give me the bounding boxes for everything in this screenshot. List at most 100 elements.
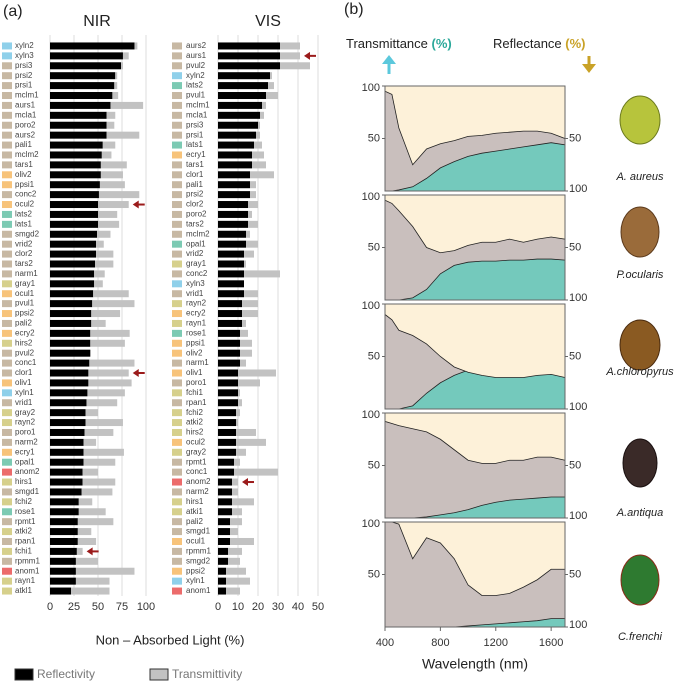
- category-label: rayn1: [186, 319, 207, 328]
- bar: [50, 42, 135, 50]
- bar: [122, 52, 129, 60]
- category-label: ocul1: [15, 289, 35, 298]
- bar: [218, 270, 244, 278]
- bar: [218, 300, 242, 308]
- y2-tick-label: 50: [569, 459, 581, 471]
- category-label: rpmt1: [15, 517, 36, 526]
- swatch: [172, 468, 182, 476]
- category-label: narm1: [186, 358, 209, 367]
- category-label: atki2: [186, 418, 203, 427]
- bar: [238, 389, 240, 397]
- bar: [112, 92, 119, 100]
- bar: [232, 488, 238, 496]
- category-label: conc1: [15, 358, 37, 367]
- swatch: [172, 488, 182, 496]
- swatch: [172, 210, 182, 218]
- bar: [244, 290, 258, 298]
- bar: [50, 389, 88, 397]
- bar: [76, 547, 83, 555]
- y-tick-label: 50: [368, 568, 380, 580]
- bar: [226, 587, 240, 595]
- bar: [218, 339, 240, 347]
- bar: [50, 260, 96, 268]
- bar: [236, 428, 256, 436]
- swatch: [2, 141, 12, 149]
- bar: [50, 141, 103, 149]
- swatch: [2, 290, 12, 298]
- category-label: fchi1: [15, 547, 32, 556]
- swatch: [172, 339, 182, 347]
- bar: [218, 557, 228, 565]
- swatch: [172, 547, 182, 555]
- category-label: smgd1: [186, 527, 211, 536]
- y-tick-label: 100: [362, 300, 380, 312]
- category-label: lats1: [186, 140, 203, 149]
- category-label: xyln1: [186, 576, 205, 585]
- category-label: ecry2: [15, 328, 35, 337]
- category-label: rpmt1: [186, 457, 207, 466]
- swatch: [2, 92, 12, 100]
- bar: [82, 478, 116, 486]
- bar: [78, 498, 93, 506]
- bar: [50, 171, 101, 179]
- bar: [218, 151, 252, 159]
- category-label: gray2: [186, 447, 207, 456]
- swatch: [172, 42, 182, 50]
- swatch: [2, 250, 12, 258]
- bar: [50, 270, 95, 278]
- swatch: [2, 82, 12, 90]
- reflectance-area: [385, 521, 566, 596]
- swatch: [172, 131, 182, 139]
- category-label: prsi3: [15, 61, 33, 70]
- bar: [106, 111, 116, 119]
- category-label: hirs1: [15, 477, 33, 486]
- swatch: [2, 537, 12, 545]
- bar: [50, 161, 101, 169]
- bar: [50, 379, 89, 387]
- bar: [50, 528, 78, 536]
- bar: [240, 339, 252, 347]
- x-tick-label: 400: [376, 637, 394, 649]
- bar: [280, 52, 300, 60]
- bar: [50, 310, 92, 318]
- header-arrow: [382, 55, 596, 74]
- bar: [218, 201, 248, 209]
- bar: [97, 230, 111, 238]
- category-label: pali2: [186, 517, 203, 526]
- bar: [110, 101, 144, 109]
- bar: [134, 42, 138, 50]
- swatch: [2, 280, 12, 288]
- category-label: rose1: [15, 507, 36, 516]
- bar: [50, 82, 115, 90]
- legend-label: Reflectivity: [37, 667, 95, 681]
- category-label: pvul1: [15, 299, 35, 308]
- swatch: [172, 92, 182, 100]
- bar: [218, 458, 234, 466]
- category-label: prsi2: [186, 190, 204, 199]
- bar: [50, 300, 93, 308]
- bar: [218, 191, 250, 199]
- header-unit: (%): [432, 36, 452, 51]
- category-label: aurs2: [186, 41, 207, 50]
- bar: [268, 82, 274, 90]
- swatch: [2, 458, 12, 466]
- bar: [218, 537, 230, 545]
- category-label: rpan1: [186, 398, 207, 407]
- bar: [81, 488, 113, 496]
- category-label: pali1: [186, 180, 203, 189]
- y-tick-label: 50: [368, 459, 380, 471]
- category-label: clor2: [186, 200, 204, 209]
- category-label: ppsi1: [15, 180, 35, 189]
- category-label: ocul2: [15, 200, 35, 209]
- bar: [98, 210, 118, 218]
- bar: [218, 587, 226, 595]
- bar: [50, 518, 78, 526]
- category-label: vrid2: [15, 239, 33, 248]
- bar: [50, 240, 97, 248]
- bar: [218, 52, 280, 60]
- bar: [50, 329, 91, 337]
- swatch: [2, 161, 12, 169]
- bar: [50, 201, 98, 209]
- bar: [75, 567, 135, 575]
- bar: [218, 82, 268, 90]
